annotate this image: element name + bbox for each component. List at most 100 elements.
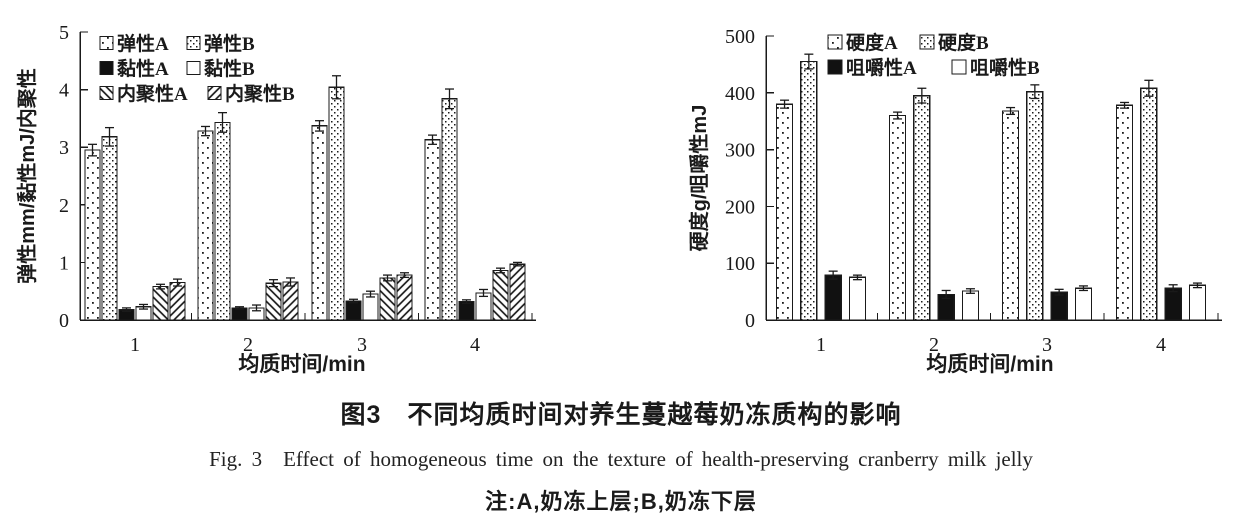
legend-item: 硬度B bbox=[919, 31, 989, 54]
legend-item: 黏性B bbox=[186, 57, 255, 80]
legend-swatch bbox=[827, 59, 843, 75]
error-bar bbox=[496, 267, 505, 274]
caption-note: 注:A,奶冻上层;B,奶冻下层 bbox=[485, 489, 757, 514]
error-bar bbox=[804, 53, 814, 70]
error-bar bbox=[479, 288, 488, 298]
x-tick-label: 1 bbox=[816, 334, 826, 356]
legend-swatch bbox=[951, 59, 967, 75]
bars-series-3 bbox=[824, 270, 1182, 321]
bar bbox=[1026, 91, 1044, 321]
legend-label: 内聚性B bbox=[225, 82, 295, 105]
legend-item: 弹性B bbox=[186, 32, 255, 55]
y-tick-label: 1 bbox=[59, 252, 69, 274]
bar bbox=[265, 282, 282, 321]
error-bar bbox=[428, 134, 437, 145]
error-bar bbox=[1054, 288, 1064, 296]
bar bbox=[824, 274, 842, 321]
bar bbox=[424, 139, 441, 321]
error-bar bbox=[201, 125, 210, 137]
legend-item: 内聚性B bbox=[207, 82, 295, 105]
error-bar bbox=[828, 270, 838, 280]
y-tick-label: 2 bbox=[59, 195, 69, 217]
chart-texture-left: 0 1 2 3 4 5 1 2 3 4 弹性mm/黏性mJ/内聚性 均质时间/min 弹性A 弹性B 黏性A… bbox=[0, 0, 620, 395]
legend-label: 咀嚼性A bbox=[846, 56, 917, 79]
y-axis-title: 硬度g/咀嚼性mJ bbox=[687, 105, 711, 252]
bar bbox=[345, 300, 362, 321]
legend-swatch bbox=[919, 34, 935, 50]
y-tick-label: 0 bbox=[59, 310, 69, 332]
y-tick-labels: 0 1 2 3 4 5 bbox=[59, 22, 69, 332]
bar bbox=[101, 136, 118, 321]
x-tick-labels: 1 2 3 4 bbox=[816, 334, 1166, 356]
chart-hardness-chewiness-right: 0 100 200 300 400 500 1 2 3 4 硬度g/咀嚼性mJ 均质时间/min 硬度A… bbox=[620, 0, 1242, 395]
x-tick-label: 1 bbox=[130, 334, 140, 356]
x-axis-title: 均质时间/min bbox=[926, 352, 1053, 376]
y-tick-label: 4 bbox=[59, 80, 69, 102]
bar bbox=[1188, 284, 1207, 321]
legend-item: 硬度A bbox=[827, 31, 898, 54]
bars-series-4 bbox=[848, 274, 1207, 321]
bar bbox=[509, 263, 526, 321]
bar bbox=[1115, 104, 1134, 321]
legend-swatch bbox=[186, 60, 201, 76]
legend-label: 弹性A bbox=[117, 32, 169, 55]
error-bar bbox=[349, 298, 358, 304]
error-bar bbox=[852, 274, 862, 281]
error-bar bbox=[917, 87, 927, 104]
legend-item: 咀嚼性A bbox=[827, 56, 917, 79]
error-bar bbox=[1168, 284, 1178, 293]
bar bbox=[152, 285, 169, 321]
legend-item: 咀嚼性B bbox=[951, 56, 1040, 79]
legend: 硬度A 硬度B 咀嚼性A 咀嚼性B bbox=[827, 31, 1040, 79]
error-bar bbox=[445, 88, 454, 110]
bars-series-2 bbox=[101, 75, 458, 321]
x-axis-title: 均质时间/min bbox=[238, 352, 365, 376]
bar bbox=[379, 277, 396, 321]
legend-label: 弹性B bbox=[204, 32, 255, 55]
legend-label: 黏性B bbox=[204, 57, 255, 80]
error-bar bbox=[235, 306, 244, 310]
bar bbox=[197, 130, 214, 321]
error-bar bbox=[1078, 285, 1088, 292]
error-bar bbox=[1192, 282, 1202, 289]
bar bbox=[913, 94, 931, 321]
error-bar bbox=[269, 279, 278, 288]
bar bbox=[282, 281, 299, 321]
error-bar bbox=[156, 283, 165, 290]
error-bar bbox=[332, 75, 341, 100]
bar bbox=[396, 274, 413, 321]
error-bar bbox=[1120, 101, 1130, 109]
bar bbox=[458, 300, 475, 321]
y-axis-title: 弹性mm/黏性mJ/内聚性 bbox=[15, 68, 39, 284]
bars-series-6 bbox=[169, 261, 526, 321]
error-bar bbox=[366, 290, 375, 298]
y-tick-label: 0 bbox=[745, 310, 755, 332]
x-tick-label: 2 bbox=[243, 334, 253, 356]
bars-series-5 bbox=[152, 267, 509, 321]
error-bar bbox=[513, 261, 522, 267]
legend-label: 硬度A bbox=[846, 31, 898, 54]
error-bar bbox=[1030, 84, 1040, 100]
x-tick-label: 4 bbox=[470, 334, 480, 356]
x-tick-label: 2 bbox=[929, 334, 939, 356]
legend-swatch bbox=[99, 85, 114, 101]
legend-label: 内聚性A bbox=[117, 82, 188, 105]
y-tick-label: 100 bbox=[725, 253, 755, 275]
error-bar bbox=[252, 304, 261, 312]
y-tick-label: 200 bbox=[725, 196, 755, 218]
legend-label: 咀嚼性B bbox=[970, 56, 1040, 79]
error-bar bbox=[88, 143, 97, 157]
error-bar bbox=[893, 111, 903, 120]
error-bar bbox=[315, 120, 324, 132]
y-tick-label: 500 bbox=[725, 26, 755, 48]
x-tick-labels: 1 2 3 4 bbox=[130, 334, 480, 356]
bar bbox=[848, 276, 867, 321]
right-chart-svg: 0 100 200 300 400 500 1 2 3 4 硬度g/咀嚼性mJ 均质时间/min 硬度A… bbox=[687, 26, 1222, 376]
x-tick-label: 3 bbox=[1042, 334, 1052, 356]
error-bar bbox=[105, 126, 114, 147]
y-tick-label: 400 bbox=[725, 83, 755, 105]
caption-chinese: 图3 不同均质时间对养生蔓越莓奶冻质构的影响 bbox=[340, 401, 902, 429]
bar bbox=[800, 60, 818, 321]
error-bar bbox=[1144, 79, 1154, 97]
